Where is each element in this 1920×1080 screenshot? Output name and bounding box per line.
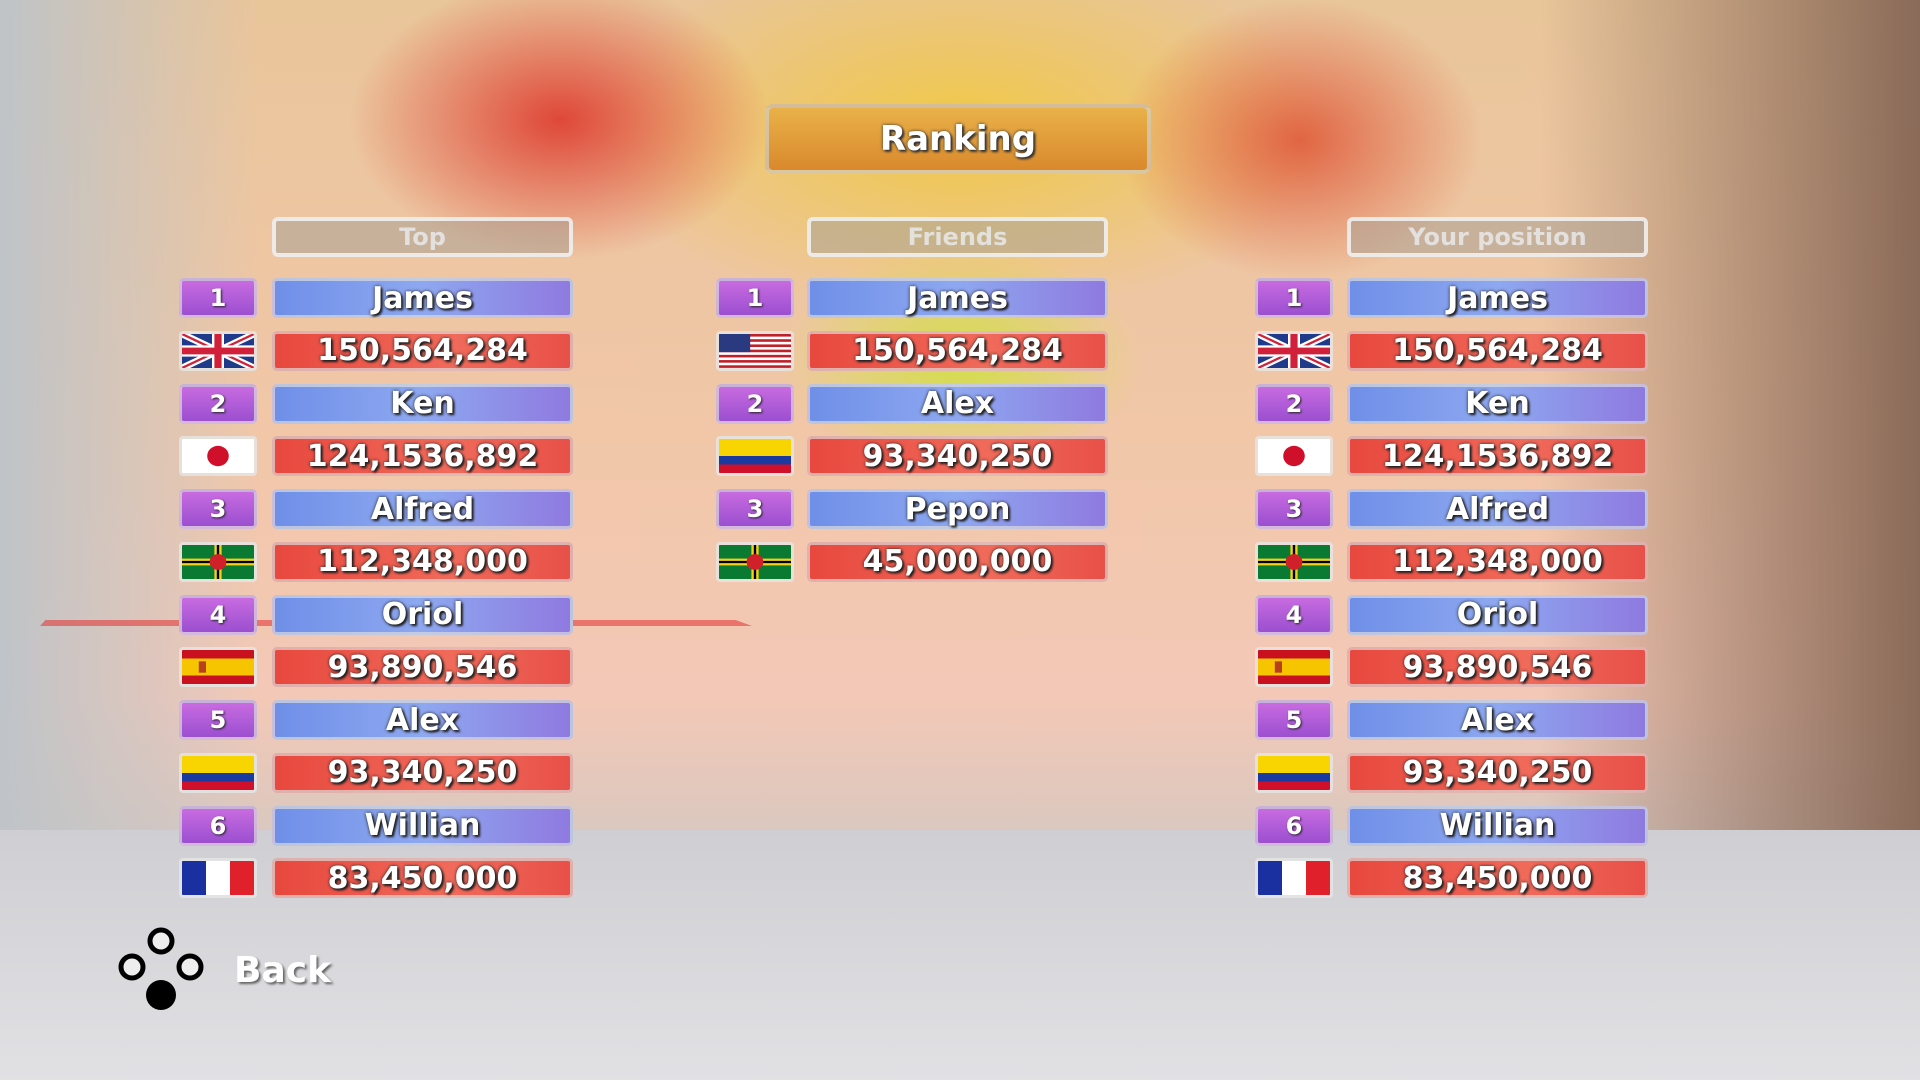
rank-badge: 3 bbox=[1255, 489, 1333, 529]
player-name[interactable]: Alfred bbox=[272, 489, 573, 529]
player-score: 150,564,284 bbox=[1347, 330, 1648, 371]
player-name[interactable]: James bbox=[807, 278, 1108, 318]
player-score: 150,564,284 bbox=[807, 330, 1108, 371]
rank-badge: 1 bbox=[1255, 278, 1333, 318]
rank-badge: 3 bbox=[716, 489, 794, 529]
co-flag-icon bbox=[716, 436, 794, 477]
rank-badge: 5 bbox=[1255, 700, 1333, 740]
rank-badge: 2 bbox=[1255, 383, 1333, 424]
rank-badge: 2 bbox=[716, 383, 794, 424]
player-name[interactable]: Alex bbox=[807, 383, 1108, 424]
back-button[interactable]: Back bbox=[118, 927, 331, 1013]
us-flag-icon bbox=[716, 330, 794, 371]
column-header-your-position[interactable]: Your position bbox=[1347, 217, 1648, 257]
rank-badge: 6 bbox=[179, 805, 257, 846]
player-score: 93,340,250 bbox=[272, 752, 573, 793]
es-flag-icon bbox=[179, 647, 257, 688]
player-score: 124,1536,892 bbox=[1347, 436, 1648, 477]
player-score: 93,890,546 bbox=[1347, 647, 1648, 688]
column-header-top[interactable]: Top bbox=[272, 217, 573, 257]
player-name[interactable]: Oriol bbox=[1347, 594, 1648, 635]
player-name[interactable]: Alex bbox=[272, 700, 573, 740]
player-score: 93,340,250 bbox=[807, 436, 1108, 477]
player-name[interactable]: Ken bbox=[272, 383, 573, 424]
player-score: 112,348,000 bbox=[1347, 541, 1648, 582]
dm-flag-icon bbox=[1255, 541, 1333, 582]
player-name[interactable]: James bbox=[272, 278, 573, 318]
player-score: 83,450,000 bbox=[272, 858, 573, 899]
player-name[interactable]: Ken bbox=[1347, 383, 1648, 424]
face-buttons-icon bbox=[118, 927, 204, 1010]
player-name[interactable]: Alfred bbox=[1347, 489, 1648, 529]
jp-flag-icon bbox=[179, 436, 257, 477]
rank-badge: 1 bbox=[179, 278, 257, 318]
player-name[interactable]: James bbox=[1347, 278, 1648, 318]
player-name[interactable]: Pepon bbox=[807, 489, 1108, 529]
rank-badge: 4 bbox=[1255, 594, 1333, 635]
rank-badge: 1 bbox=[716, 278, 794, 318]
player-name[interactable]: Willian bbox=[1347, 805, 1648, 846]
co-flag-icon bbox=[1255, 752, 1333, 793]
player-score: 45,000,000 bbox=[807, 541, 1108, 582]
es-flag-icon bbox=[1255, 647, 1333, 688]
rank-badge: 6 bbox=[1255, 805, 1333, 846]
jp-flag-icon bbox=[1255, 436, 1333, 477]
column-header-friends[interactable]: Friends bbox=[807, 217, 1108, 257]
rank-badge: 4 bbox=[179, 594, 257, 635]
player-score: 93,340,250 bbox=[1347, 752, 1648, 793]
dm-flag-icon bbox=[179, 541, 257, 582]
gb-flag-icon bbox=[179, 330, 257, 371]
fr-flag-icon bbox=[179, 858, 257, 899]
back-label: Back bbox=[234, 949, 332, 991]
fr-flag-icon bbox=[1255, 858, 1333, 899]
ranking-title: Ranking bbox=[765, 104, 1151, 174]
player-name[interactable]: Willian bbox=[272, 805, 573, 846]
player-score: 150,564,284 bbox=[272, 330, 573, 371]
player-name[interactable]: Alex bbox=[1347, 700, 1648, 740]
co-flag-icon bbox=[179, 752, 257, 793]
dm-flag-icon bbox=[716, 541, 794, 582]
gb-flag-icon bbox=[1255, 330, 1333, 371]
rank-badge: 5 bbox=[179, 700, 257, 740]
player-score: 83,450,000 bbox=[1347, 858, 1648, 899]
rank-badge: 2 bbox=[179, 383, 257, 424]
player-score: 112,348,000 bbox=[272, 541, 573, 582]
player-score: 124,1536,892 bbox=[272, 436, 573, 477]
player-name[interactable]: Oriol bbox=[272, 594, 573, 635]
player-score: 93,890,546 bbox=[272, 647, 573, 688]
rank-badge: 3 bbox=[179, 489, 257, 529]
